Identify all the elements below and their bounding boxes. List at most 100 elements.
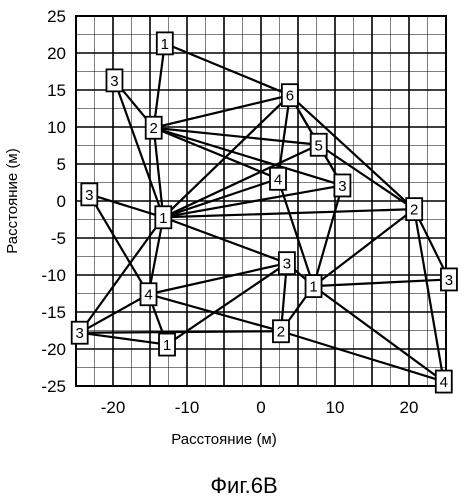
link-edge <box>162 184 344 219</box>
link-edge <box>152 42 166 129</box>
x-axis-title: Расстояние (м) <box>171 431 277 448</box>
link-edge <box>163 42 291 97</box>
y-tick-label: 10 <box>47 118 66 137</box>
figure-caption: Фиг.6B <box>210 473 277 498</box>
link-edge <box>88 193 150 296</box>
node-box <box>304 274 323 299</box>
node-box <box>280 83 299 108</box>
link-edge <box>152 126 320 146</box>
node-box <box>405 197 424 222</box>
link-edge <box>162 94 291 219</box>
node-box <box>272 319 290 344</box>
link-edge <box>78 293 150 334</box>
node-label: 1 <box>161 36 169 53</box>
link-edge <box>78 330 283 334</box>
node-label: 2 <box>277 324 285 341</box>
link-edge <box>152 126 165 219</box>
x-tick-label: -10 <box>175 398 200 417</box>
node-marker: 2 <box>405 197 424 222</box>
node-label: 3 <box>338 178 346 195</box>
node-label: 5 <box>315 137 323 154</box>
link-edge <box>413 208 445 383</box>
node-box <box>333 173 352 198</box>
link-edge <box>312 184 344 288</box>
node-label: 1 <box>163 337 171 354</box>
node-box <box>269 166 287 191</box>
link-edge <box>288 94 416 211</box>
link-edge <box>312 278 451 288</box>
node-marker: 3 <box>105 68 124 93</box>
plot-frame <box>75 15 447 387</box>
node-box <box>70 320 89 345</box>
node-label: 2 <box>150 120 158 137</box>
node-marker: 3 <box>70 320 89 345</box>
y-tick-label: -10 <box>41 266 66 285</box>
link-edge <box>78 216 165 334</box>
node-label: 4 <box>274 171 282 188</box>
node-marker: 1 <box>155 31 174 56</box>
link-edge <box>312 208 416 288</box>
node-marker: 5 <box>309 132 328 157</box>
node-marker: 4 <box>434 369 453 394</box>
node-box <box>139 282 158 307</box>
link-edge <box>147 293 283 333</box>
node-marker: 3 <box>440 267 458 292</box>
node-marker: 4 <box>139 282 158 307</box>
node-box <box>158 332 176 357</box>
node-label: 4 <box>440 374 448 391</box>
node-marker: 1 <box>304 274 323 299</box>
node-box <box>440 267 458 292</box>
link-edge <box>279 330 445 383</box>
node-label: 2 <box>410 202 418 219</box>
x-tick-label: 20 <box>400 398 419 417</box>
y-tick-label: 25 <box>47 7 66 26</box>
link-edge <box>152 126 280 180</box>
link-edge <box>88 193 165 219</box>
node-label: 1 <box>309 279 317 296</box>
link-edge <box>162 177 280 219</box>
node-label: 4 <box>144 287 152 304</box>
x-tick-label: 0 <box>256 398 265 417</box>
node-box <box>105 68 124 93</box>
node-label: 1 <box>159 210 167 227</box>
node-marker: 1 <box>154 205 173 230</box>
node-label: 3 <box>445 272 453 289</box>
y-tick-label: 5 <box>57 155 66 174</box>
y-tick-label: -15 <box>41 303 66 322</box>
y-tick-label: -5 <box>51 229 66 248</box>
node-box <box>155 31 174 56</box>
y-tick-label: 20 <box>47 44 66 63</box>
node-label: 3 <box>85 187 93 204</box>
node-marker: 3 <box>80 182 99 207</box>
node-box <box>144 115 163 140</box>
link-edge <box>152 94 291 129</box>
y-axis-title: Расстояние (м) <box>4 148 21 254</box>
link-edge <box>78 331 169 346</box>
link-edge <box>312 285 445 383</box>
node-marker: 4 <box>269 166 287 191</box>
node-box <box>309 132 328 157</box>
link-edge <box>276 94 291 180</box>
node-marker: 6 <box>280 83 299 108</box>
node-box <box>80 182 99 207</box>
node-label: 3 <box>283 256 291 273</box>
node-marker: 1 <box>158 332 176 357</box>
edge-group <box>78 42 451 383</box>
link-edge <box>162 143 320 219</box>
node-marker: 2 <box>272 319 290 344</box>
link-edge <box>152 126 344 187</box>
y-tick-label: -20 <box>41 340 66 359</box>
link-edge <box>276 177 315 288</box>
node-label: 6 <box>286 88 294 105</box>
x-tick-label: 10 <box>326 398 345 417</box>
link-edge <box>162 216 288 265</box>
y-tick-label: 15 <box>47 81 66 100</box>
node-marker: 3 <box>277 251 296 276</box>
link-edge <box>147 216 165 296</box>
node-box <box>154 205 173 230</box>
link-edge <box>147 262 288 296</box>
y-tick-label: -25 <box>41 377 66 396</box>
node-group: 1 3 2 3 1 4 3 1 6 5 4 3 2 3 1 2 3 4 <box>70 31 458 394</box>
